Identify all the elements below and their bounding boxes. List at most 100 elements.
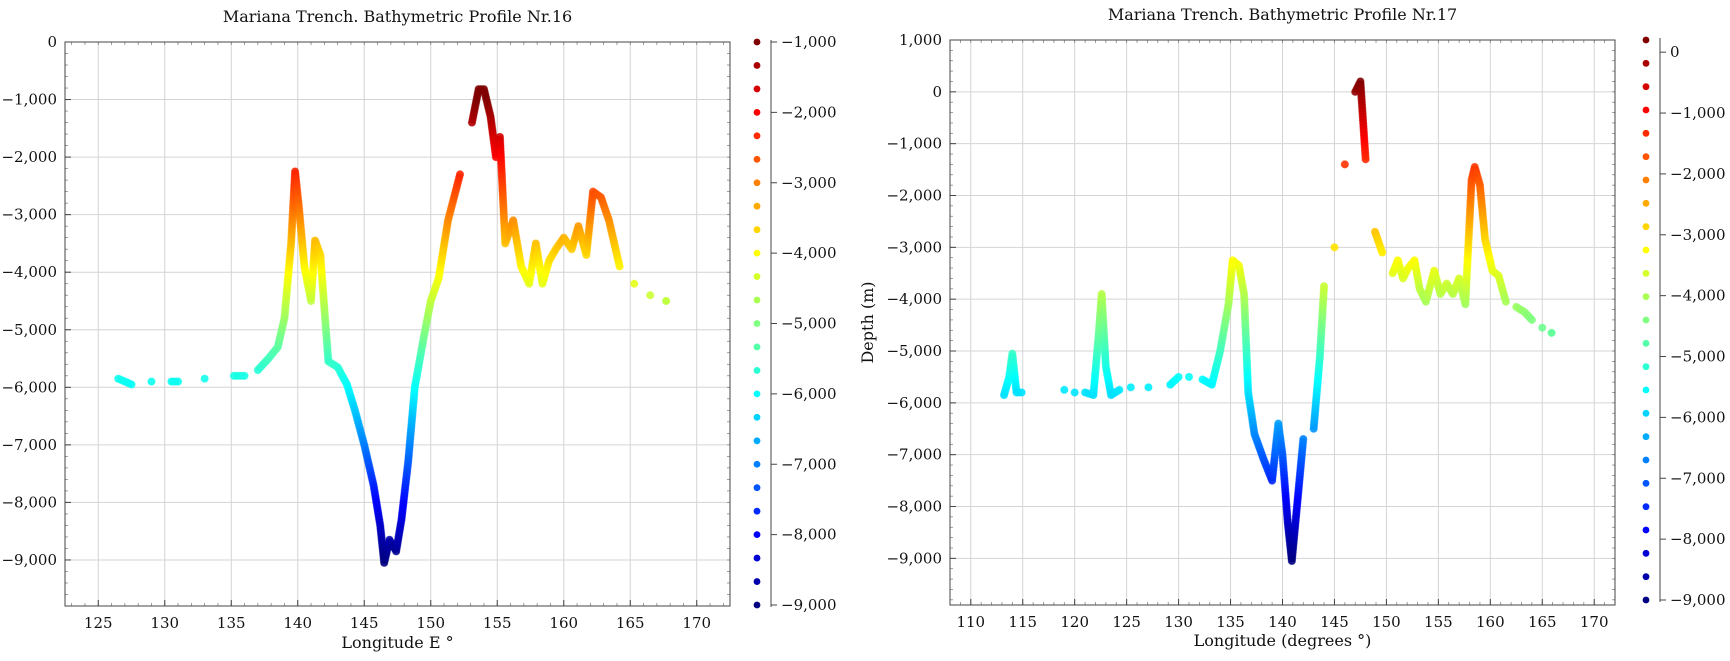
data-point xyxy=(662,297,670,305)
chart-1: 110 115 120 125 130 135 140 145 150 155 160 165 170 1… xyxy=(858,5,1726,650)
colorbar-tick-label: −3,000 xyxy=(781,174,837,192)
colorbar-swatch xyxy=(753,155,761,163)
colorbar-swatch xyxy=(1642,433,1650,441)
colorbar-swatch xyxy=(1642,549,1650,557)
data-point xyxy=(455,170,465,179)
colorbar-swatch xyxy=(1642,339,1650,347)
x-tick-label: 120 xyxy=(1060,613,1089,631)
colorbar-swatch xyxy=(753,320,761,327)
chart-0: 125 130 135 140 145 150 155 160 165 170 0 −1,000 −2,… xyxy=(1,7,836,652)
x-tick-label: 115 xyxy=(1008,613,1037,631)
colorbar-swatch xyxy=(753,413,761,421)
y-tick-label: −5,000 xyxy=(886,342,942,360)
colorbar-tick-label: −2,000 xyxy=(781,103,837,121)
colorbar-swatch xyxy=(753,38,761,46)
colorbar-swatch xyxy=(1642,386,1650,394)
colorbar-tick-label: −9,000 xyxy=(1670,591,1726,609)
colorbar-swatch xyxy=(1642,36,1650,44)
colorbar-swatch xyxy=(1642,293,1650,301)
x-axis-label: Longitude E ° xyxy=(341,633,453,652)
y-tick-label: −7,000 xyxy=(886,446,942,464)
y-tick-label: 0 xyxy=(47,33,57,51)
data-point xyxy=(1319,282,1329,291)
x-tick-label: 150 xyxy=(416,614,445,632)
data-point xyxy=(646,291,655,300)
colorbar-swatch xyxy=(1642,269,1650,277)
colorbar-swatch xyxy=(1642,573,1650,581)
colorbar-swatch xyxy=(753,531,761,539)
x-tick-label: 160 xyxy=(1476,613,1505,631)
x-tick-label: 170 xyxy=(682,614,711,632)
data-point xyxy=(1538,323,1547,332)
data-point xyxy=(1017,388,1026,397)
colorbar-swatch xyxy=(1642,456,1650,464)
x-axis-label: Longitude (degrees °) xyxy=(1194,631,1372,650)
colorbar-swatch xyxy=(1642,59,1650,67)
colorbar-swatch xyxy=(1642,596,1650,604)
colorbar-swatch xyxy=(753,108,761,116)
colorbar-swatch xyxy=(1642,199,1650,207)
y-tick-label: 0 xyxy=(932,83,942,101)
colorbar-swatch xyxy=(753,460,761,468)
colorbar-swatch xyxy=(753,226,761,234)
colorbar-swatch xyxy=(753,484,761,492)
colorbar-swatch xyxy=(1642,479,1650,487)
depth-series xyxy=(999,77,1556,566)
colorbar: 0 −1,000 −2,000 −3,000 −4,000 −5,000 −6,000 −7,… xyxy=(1642,36,1726,609)
colorbar-swatch xyxy=(753,554,761,562)
chart-title: Mariana Trench. Bathymetric Profile Nr.1… xyxy=(1108,5,1457,24)
colorbar-swatch xyxy=(1642,106,1650,114)
colorbar-tick-label: 0 xyxy=(1670,43,1680,61)
colorbar-swatch xyxy=(753,390,761,398)
colorbar-swatch xyxy=(1642,83,1650,91)
x-tick-label: 160 xyxy=(549,614,578,632)
y-tick-label: −3,000 xyxy=(1,206,57,224)
x-tick-label: 140 xyxy=(283,614,312,632)
x-tick-label: 155 xyxy=(1424,613,1453,631)
colorbar-swatch xyxy=(753,273,761,280)
y-tick-label: −8,000 xyxy=(1,493,57,511)
x-tick-label: 135 xyxy=(217,614,246,632)
colorbar: −1,000 −2,000 −3,000 −4,000 −5,000 −6,000 −7,0… xyxy=(753,33,837,614)
data-point xyxy=(1144,383,1153,392)
colorbar-swatch xyxy=(753,249,761,257)
y-tick-label: −9,000 xyxy=(886,549,942,567)
data-point xyxy=(1174,372,1183,382)
colorbar-tick-label: −3,000 xyxy=(1670,226,1726,244)
x-tick-label: 130 xyxy=(150,614,179,632)
colorbar-tick-label: −5,000 xyxy=(781,315,837,333)
colorbar-tick-label: −4,000 xyxy=(1670,287,1726,305)
y-tick-label: −2,000 xyxy=(1,148,57,166)
y-tick-label: −6,000 xyxy=(886,394,942,412)
colorbar-swatch xyxy=(1642,129,1650,137)
colorbar-swatch xyxy=(753,132,761,140)
y-tick-label: −1,000 xyxy=(1,91,57,109)
x-tick-label: 150 xyxy=(1372,613,1401,631)
colorbar-tick-label: −7,000 xyxy=(1670,469,1726,487)
data-point xyxy=(1378,248,1387,257)
colorbar-swatch xyxy=(753,601,761,609)
data-point xyxy=(1060,385,1069,394)
colorbar-swatch xyxy=(753,367,761,374)
data-point xyxy=(1070,388,1079,397)
colorbar-swatch xyxy=(753,179,761,187)
colorbar-tick-label: −1,000 xyxy=(1670,104,1726,122)
depth-series xyxy=(114,85,671,567)
colorbar-swatch xyxy=(753,62,761,69)
data-point xyxy=(1184,372,1194,382)
x-tick-label: 125 xyxy=(84,614,113,632)
y-tick-label: −3,000 xyxy=(886,238,942,256)
x-tick-label: 145 xyxy=(350,614,379,632)
colorbar-tick-label: −7,000 xyxy=(781,455,837,473)
colorbar-swatch xyxy=(753,202,761,210)
data-point xyxy=(1340,160,1349,169)
data-point xyxy=(147,377,156,386)
y-tick-label: −9,000 xyxy=(1,551,57,569)
data-point xyxy=(1330,243,1339,252)
colorbar-swatch xyxy=(753,507,761,515)
data-point xyxy=(1527,315,1536,325)
x-tick-label: 155 xyxy=(483,614,512,632)
x-tick-label: 170 xyxy=(1580,613,1609,631)
data-point xyxy=(200,374,209,383)
